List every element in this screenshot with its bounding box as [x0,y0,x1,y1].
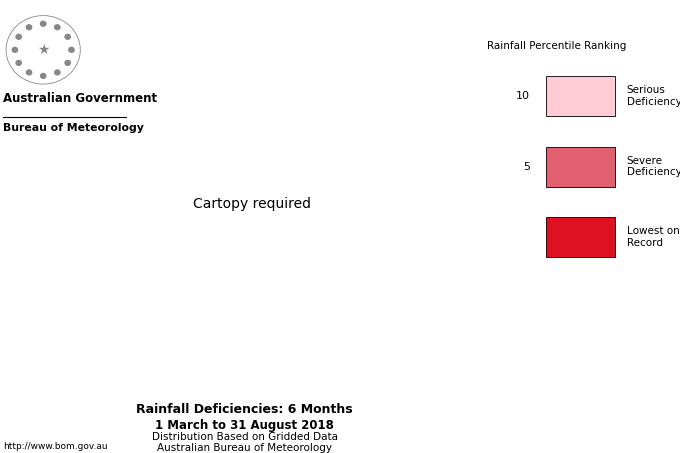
Circle shape [27,25,32,30]
Circle shape [65,60,70,65]
Text: Australian Bureau of Meteorology: Australian Bureau of Meteorology [157,443,333,453]
Circle shape [27,70,32,75]
Circle shape [54,25,60,30]
Text: Lowest on
Record: Lowest on Record [627,226,679,248]
Circle shape [65,34,70,39]
Text: Australian Government: Australian Government [3,92,158,105]
FancyBboxPatch shape [546,217,615,257]
Text: 1 March to 31 August 2018: 1 March to 31 August 2018 [155,419,335,432]
Circle shape [12,48,18,52]
Circle shape [69,48,74,52]
Text: Distribution Based on Gridded Data: Distribution Based on Gridded Data [152,432,338,442]
Text: Cartopy required: Cartopy required [192,197,311,211]
Text: ★: ★ [37,43,50,57]
Text: Rainfall Percentile Ranking: Rainfall Percentile Ranking [487,41,626,51]
Circle shape [41,21,46,26]
Circle shape [16,34,21,39]
Text: Rainfall Deficiencies: 6 Months: Rainfall Deficiencies: 6 Months [137,403,353,416]
Text: Severe
Deficiency: Severe Deficiency [627,156,680,178]
Circle shape [16,60,21,65]
Circle shape [54,70,60,75]
FancyBboxPatch shape [546,147,615,187]
Text: Serious
Deficiency: Serious Deficiency [627,85,680,107]
Text: Bureau of Meteorology: Bureau of Meteorology [3,123,144,133]
Text: 10: 10 [516,91,530,101]
FancyBboxPatch shape [546,76,615,116]
Text: 5: 5 [523,162,530,172]
Text: http://www.bom.gov.au: http://www.bom.gov.au [3,442,108,451]
Circle shape [41,73,46,78]
